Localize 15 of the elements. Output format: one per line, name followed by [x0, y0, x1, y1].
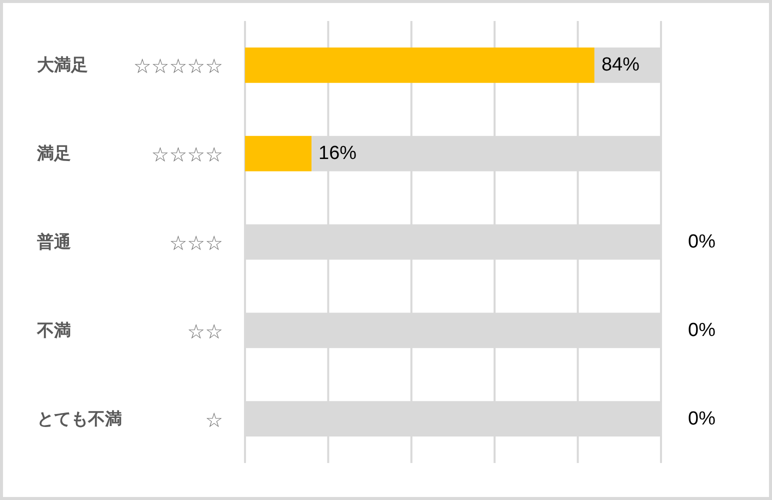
y2-tick-label: ☆☆☆☆☆	[133, 54, 223, 78]
y-tick-label: 大満足	[37, 56, 88, 75]
data-label: 16%	[318, 143, 357, 164]
y2-tick-label: ☆☆☆☆	[151, 142, 223, 167]
y-tick-label: 不満	[36, 320, 71, 340]
data-label: 0%	[688, 320, 716, 341]
y-tick-label: 満足	[36, 144, 71, 164]
y-tick-label: とても不満	[37, 409, 122, 428]
data-label: 0%	[688, 232, 716, 252]
data-label: 84%	[601, 54, 640, 76]
data-label: 0%	[688, 408, 716, 430]
y2-tick-label: ☆☆	[187, 319, 223, 344]
y2-tick-label: ☆	[205, 408, 223, 432]
y2-tick-label: ☆☆☆	[169, 231, 223, 255]
y-tick-label: 普通	[36, 232, 71, 252]
